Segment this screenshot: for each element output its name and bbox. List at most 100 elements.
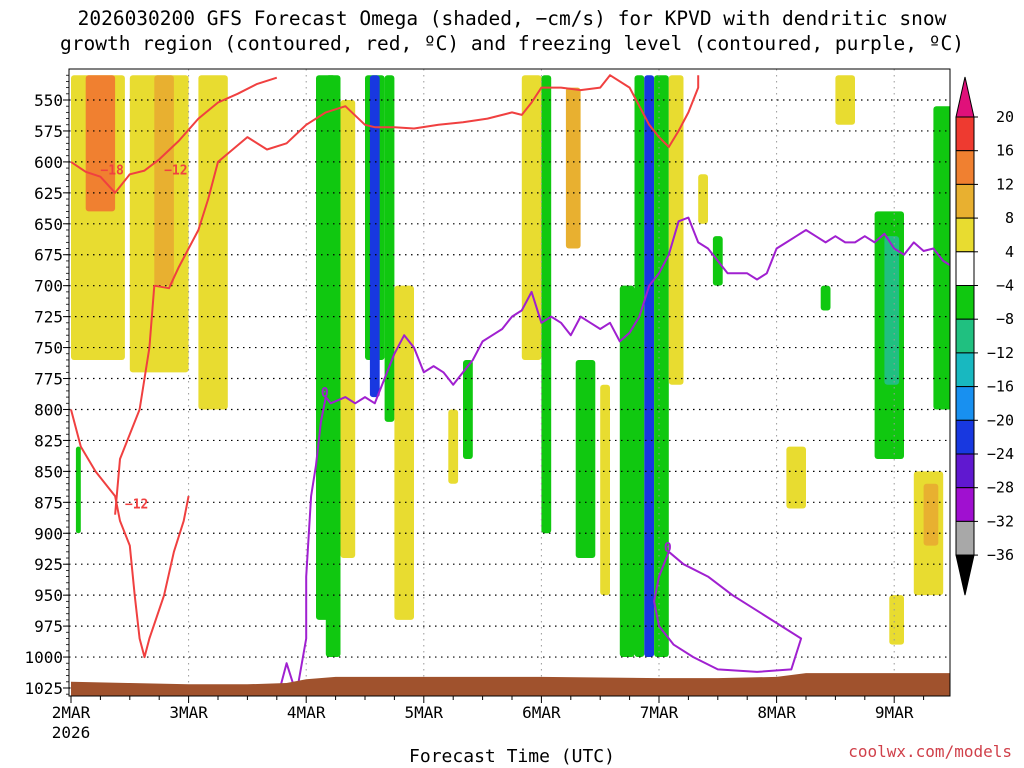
omega-region <box>463 359 473 459</box>
omega-region <box>923 483 939 546</box>
omega-region <box>889 595 904 645</box>
x-tick-label: 4MAR <box>287 703 326 722</box>
y-tick-label: 1025 <box>24 679 63 698</box>
terrain-fill <box>71 673 950 696</box>
x-year-label: 2026 <box>52 723 91 742</box>
y-tick-label: 550 <box>34 91 63 110</box>
contour-label: −18 <box>100 163 124 178</box>
contour-line <box>653 551 803 673</box>
y-tick-label: 825 <box>34 431 63 450</box>
omega-region <box>565 87 581 249</box>
y-tick-label: 775 <box>34 370 63 389</box>
y-tick-label: 875 <box>34 493 63 512</box>
colorbar-label: 16 <box>996 142 1014 160</box>
y-tick-label: 700 <box>34 277 63 296</box>
omega-region <box>786 446 806 509</box>
omega-region <box>340 100 356 559</box>
omega-region <box>820 285 831 311</box>
colorbar-label: −36 <box>987 546 1014 564</box>
omega-region <box>85 75 116 212</box>
contour-line <box>276 216 950 696</box>
omega-region <box>835 75 855 125</box>
colorbar-bin <box>955 386 975 421</box>
contour-line <box>70 76 278 194</box>
colorbar-bin <box>955 183 975 219</box>
y-tick-label: 900 <box>34 524 63 543</box>
y-tick-label: 925 <box>34 555 63 574</box>
colorbar-under-arrow <box>955 554 975 596</box>
contour-line <box>114 74 700 515</box>
colorbar-label: 4 <box>1005 243 1014 261</box>
x-tick-label: 2MAR <box>52 703 91 722</box>
colorbar-bin <box>955 116 975 152</box>
omega-region <box>884 236 900 385</box>
x-tick-label: 3MAR <box>169 703 208 722</box>
colorbar-bin <box>955 150 975 185</box>
contour-label: 0 <box>664 541 672 556</box>
colorbar-over-arrow <box>955 76 975 118</box>
colorbar-label: −24 <box>987 445 1014 463</box>
colorbar-bin <box>955 487 975 522</box>
x-tick-label: 8MAR <box>757 703 796 722</box>
x-tick-label: 5MAR <box>405 703 444 722</box>
y-tick-label: 625 <box>34 184 63 203</box>
y-tick-label: 850 <box>34 462 63 481</box>
y-axis: 550 575 600 625 650 675 700 725 750 775 800 825 850 8… <box>24 74 69 698</box>
colorbar-bin <box>955 318 975 354</box>
colorbar-label: 8 <box>1005 209 1014 227</box>
colorbar-bin <box>955 352 975 388</box>
omega-region <box>198 75 228 410</box>
colorbar-label: 20 <box>996 108 1014 126</box>
omega-region <box>154 75 174 286</box>
colorbar: 20 16 12 8 4 −4 −8 −12 −16 −20 −24 −28 −32 −36 <box>955 76 1014 596</box>
omega-region <box>75 446 81 534</box>
chart-title-line2: growth region (contoured, red, ºC) and f… <box>60 32 964 55</box>
omega-region <box>325 75 341 658</box>
x-tick-label: 9MAR <box>875 703 914 722</box>
x-tick-label: 7MAR <box>640 703 679 722</box>
colorbar-bin <box>955 217 975 253</box>
y-tick-label: 950 <box>34 586 63 605</box>
y-tick-label: 575 <box>34 122 63 141</box>
y-tick-label: 725 <box>34 308 63 327</box>
colorbar-label: −4 <box>996 277 1014 295</box>
y-tick-label: 1000 <box>24 648 63 667</box>
contour-label: −12 <box>164 163 187 178</box>
colorbar-label: −8 <box>996 310 1014 328</box>
y-tick-label: 800 <box>34 400 63 419</box>
chart-title-line1: 2026030200 GFS Forecast Omega (shaded, −… <box>77 7 947 30</box>
y-tick-label: 675 <box>34 246 63 265</box>
omega-region <box>698 174 708 224</box>
omega-region <box>600 384 610 596</box>
colorbar-label: −32 <box>987 512 1014 530</box>
omega-shading-layer <box>71 75 992 658</box>
omega-region <box>634 75 645 658</box>
terrain-layer <box>71 673 950 696</box>
y-tick-label: 600 <box>34 153 63 172</box>
x-axis: 2MAR 3MAR 4MAR 5MAR 6MAR 7MAR 8MAR 9MAR 2026 <box>52 696 925 742</box>
credit-link[interactable]: coolwx.com/models <box>848 742 1012 761</box>
x-tick-label: 6MAR <box>522 703 561 722</box>
colorbar-label: −16 <box>987 378 1014 396</box>
colorbar-bin <box>955 285 975 320</box>
colorbar-bin <box>955 520 975 556</box>
omega-region <box>575 359 596 559</box>
omega-region <box>394 285 414 620</box>
plot-frame <box>68 68 951 697</box>
contour-label: 0 <box>321 386 329 401</box>
colorbar-bin <box>955 251 975 287</box>
omega-region <box>541 75 552 534</box>
colorbar-bin <box>955 419 975 455</box>
contour-line <box>70 409 190 659</box>
x-axis-label: Forecast Time (UTC) <box>409 746 615 767</box>
y-tick-label: 650 <box>34 215 63 234</box>
contour-label: −12 <box>125 498 148 513</box>
contour-layer: −18 −12 −12 0 0 <box>70 74 950 696</box>
omega-region <box>654 75 669 658</box>
colorbar-label: −20 <box>987 411 1014 429</box>
chart-title: 2026030200 GFS Forecast Omega (shaded, −… <box>0 6 1024 56</box>
omega-region <box>987 360 992 447</box>
omega-region <box>448 409 459 484</box>
omega-region <box>644 75 655 658</box>
